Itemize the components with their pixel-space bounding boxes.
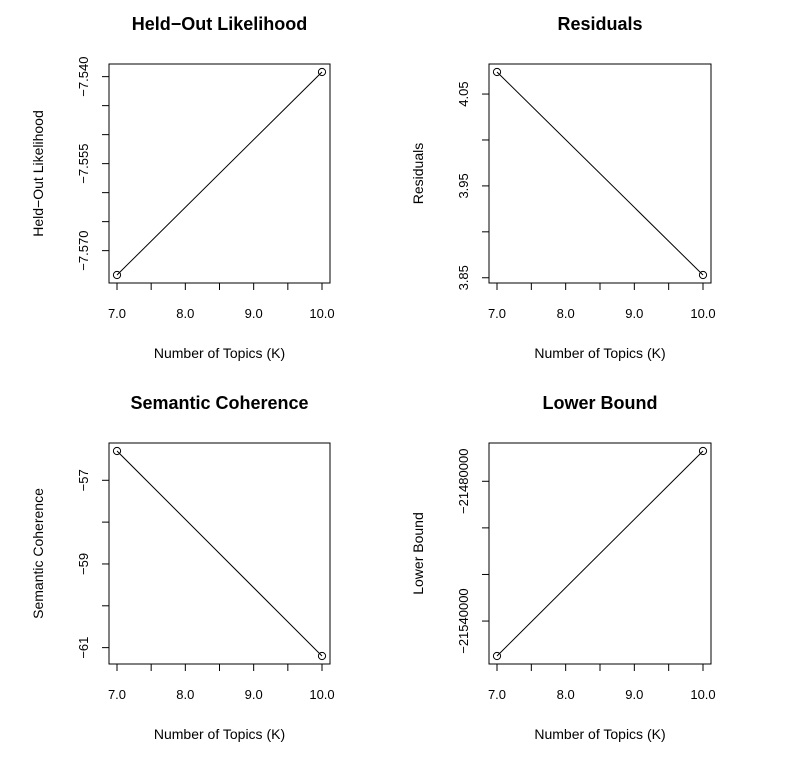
held-out-likelihood-y-axis-label: Held−Out Likelihood [30, 110, 46, 236]
semantic-coherence-x-axis-label: Number of Topics (K) [154, 726, 285, 742]
semantic-coherence-x-tick-label: 9.0 [245, 687, 263, 702]
held-out-likelihood-y-tick-label: −7.555 [76, 144, 91, 184]
held-out-likelihood-x-axis-label: Number of Topics (K) [154, 345, 285, 361]
semantic-coherence-x-tick-label: 10.0 [309, 687, 334, 702]
held-out-likelihood-y-tick-label: −7.540 [76, 57, 91, 97]
residuals-x-tick-label: 7.0 [488, 306, 506, 321]
semantic-coherence-x-tick-label: 7.0 [108, 687, 126, 702]
held-out-likelihood-y-tick-label: −7.570 [76, 231, 91, 271]
residuals-y-tick-label: 4.05 [456, 81, 471, 106]
held-out-likelihood-x-tick-label: 10.0 [309, 306, 334, 321]
held-out-likelihood-data-point [317, 67, 327, 77]
semantic-coherence-x-tick-label: 8.0 [176, 687, 194, 702]
semantic-coherence-y-tick-label: −57 [76, 469, 91, 491]
lower-bound-series-line [496, 450, 704, 657]
residuals-x-axis-label: Number of Topics (K) [534, 345, 665, 361]
held-out-likelihood-x-tick-label: 7.0 [108, 306, 126, 321]
residuals-x-tick-label: 9.0 [625, 306, 643, 321]
residuals-data-point [698, 270, 708, 280]
lower-bound-title: Lower Bound [543, 393, 658, 413]
residuals-data-point [492, 67, 502, 77]
semantic-coherence-data-point [317, 651, 327, 661]
residuals-series-line [496, 71, 704, 276]
semantic-coherence-y-tick-label: −61 [76, 637, 91, 659]
lower-bound-x-tick-label: 10.0 [690, 687, 715, 702]
semantic-coherence-y-axis-label: Semantic Coherence [30, 488, 46, 619]
semantic-coherence-title: Semantic Coherence [130, 393, 308, 413]
lower-bound-x-tick-label: 7.0 [488, 687, 506, 702]
residuals-y-axis-label: Residuals [410, 143, 426, 204]
lower-bound-x-axis-label: Number of Topics (K) [534, 726, 665, 742]
held-out-likelihood-x-tick-label: 9.0 [245, 306, 263, 321]
residuals-y-tick-label: 3.85 [456, 265, 471, 290]
semantic-coherence-series-line [116, 450, 323, 657]
residuals-x-tick-label: 10.0 [690, 306, 715, 321]
held-out-likelihood-title: Held−Out Likelihood [132, 14, 308, 34]
held-out-likelihood-x-tick-label: 8.0 [176, 306, 194, 321]
held-out-likelihood-data-point [112, 270, 122, 280]
lower-bound-y-tick-label: −21540000 [456, 588, 471, 653]
residuals-x-tick-label: 8.0 [557, 306, 575, 321]
lower-bound-x-tick-label: 8.0 [557, 687, 575, 702]
residuals-y-tick-label: 3.95 [456, 173, 471, 198]
lower-bound-data-point [492, 651, 502, 661]
semantic-coherence-data-point [112, 446, 122, 456]
residuals-title: Residuals [557, 14, 642, 34]
lower-bound-x-tick-label: 9.0 [625, 687, 643, 702]
held-out-likelihood-series-line [116, 71, 323, 276]
semantic-coherence-y-tick-label: −59 [76, 553, 91, 575]
lower-bound-data-point [698, 446, 708, 456]
lower-bound-y-axis-label: Lower Bound [410, 512, 426, 595]
lower-bound-y-tick-label: −21480000 [456, 449, 471, 514]
